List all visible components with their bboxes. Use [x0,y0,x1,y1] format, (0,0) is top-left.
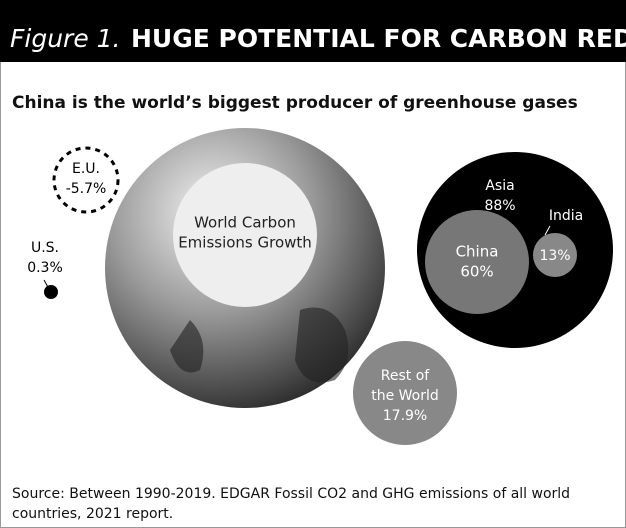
bubble-label: Emissions Growth [178,234,312,252]
china-bubble [425,210,529,314]
header-title: HUGE POTENTIAL FOR CARBON REDUCTION [131,24,626,53]
rest-bubble [353,341,457,445]
bubble-label: India [549,208,583,224]
us-bubble [44,285,58,299]
leader-line [544,225,551,236]
subtitle: China is the world’s biggest producer of… [12,93,578,113]
bubble-label: 88% [484,198,515,214]
bubble-label: the World [371,388,439,404]
bubble-label: Rest of [381,368,431,384]
bubble-label: U.S. [31,240,59,256]
world-bubble [173,163,317,307]
bubble-label: World Carbon [194,214,296,232]
source-note: countries, 2021 report. [12,506,173,522]
bubble-label: Asia [485,178,514,194]
bubble-label: 13% [539,248,570,264]
eu-bubble [52,146,120,214]
source-note: Source: Between 1990-2019. EDGAR Fossil … [12,486,570,502]
globe-land [170,307,349,383]
bubble-label: China [456,243,499,261]
figure-label: Figure 1. [10,24,121,53]
india-bubble [533,233,577,277]
bubble-label: E.U. [72,161,100,177]
bubble-label: 60% [460,263,493,281]
bubble-label: -5.7% [66,181,107,197]
bubble-label: 0.3% [27,260,63,276]
bubble-label: 17.9% [383,408,427,424]
header-bar [0,0,626,62]
